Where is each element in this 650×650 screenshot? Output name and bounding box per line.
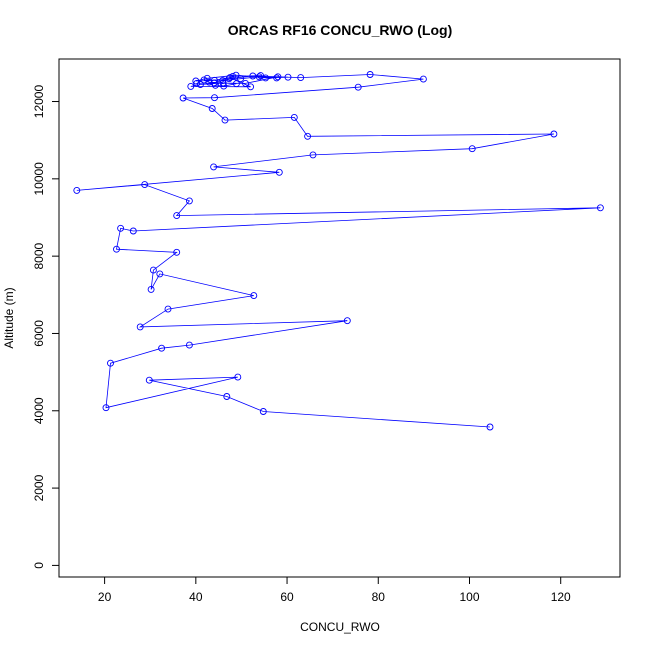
data-point — [173, 248, 181, 256]
data-point — [193, 79, 201, 87]
data-point — [149, 266, 157, 274]
data-point — [284, 73, 292, 81]
data-point — [259, 408, 267, 415]
data-point — [232, 80, 240, 88]
data-point — [304, 132, 312, 140]
data-point — [486, 423, 494, 431]
chart-title: ORCAS RF16 CONCU_RWO (Log) — [228, 22, 453, 38]
y-tick-label: 6000 — [32, 320, 46, 347]
data-point — [102, 404, 110, 412]
data-point — [219, 77, 227, 85]
data-point — [232, 71, 240, 79]
data-point — [354, 83, 362, 91]
data-point — [257, 72, 265, 80]
data-point — [419, 75, 427, 83]
data-point — [229, 72, 237, 80]
data-point — [107, 359, 114, 367]
y-tick-label: 8000 — [32, 242, 46, 269]
y-tick-label: 4000 — [32, 397, 46, 424]
data-point — [468, 145, 476, 153]
data-point — [156, 270, 164, 278]
data-point — [164, 305, 172, 313]
data-point — [179, 94, 187, 102]
data-point — [145, 376, 153, 384]
data-point — [221, 116, 229, 124]
x-axis-label: CONCU_RWO — [300, 620, 380, 634]
data-point — [274, 73, 282, 81]
data-point — [297, 74, 305, 82]
data-point — [211, 94, 218, 102]
data-point — [225, 75, 233, 83]
y-axis: 0 2000 4000 6000 8000 10000 12000 — [32, 85, 60, 569]
data-point — [185, 197, 193, 205]
data-point — [200, 76, 208, 84]
data-point — [273, 74, 281, 82]
data-point — [158, 344, 166, 352]
y-tick-label: 10000 — [32, 162, 46, 196]
data-point — [173, 212, 181, 220]
data-point — [219, 79, 227, 87]
data-point — [250, 292, 258, 300]
data-point — [113, 245, 120, 253]
data-point — [366, 71, 374, 78]
data-point — [234, 373, 242, 381]
data-point — [136, 323, 144, 331]
data-point — [309, 151, 317, 159]
data-point — [247, 83, 255, 91]
data-point — [210, 79, 218, 87]
x-tick-label: 20 — [98, 590, 112, 604]
data-point — [187, 82, 195, 90]
x-tick-label: 60 — [280, 590, 294, 604]
x-tick-label: 80 — [372, 590, 386, 604]
data-point — [223, 393, 231, 400]
data-point — [73, 186, 81, 194]
data-point — [255, 73, 263, 81]
data-point — [185, 341, 193, 349]
data-point — [129, 227, 137, 235]
data-point — [117, 224, 125, 232]
data-point — [237, 75, 244, 83]
data-point — [196, 81, 204, 88]
data-point — [596, 204, 604, 212]
data-point — [141, 181, 149, 189]
data-point — [208, 105, 216, 112]
x-tick-label: 120 — [551, 590, 571, 604]
x-axis: 20 40 60 80 100 120 — [98, 576, 571, 604]
x-tick-label: 100 — [459, 590, 479, 604]
data-point — [203, 74, 211, 82]
data-point — [290, 113, 298, 121]
data-point — [550, 130, 558, 138]
y-axis-label: Altitude (m) — [2, 287, 16, 348]
data-point — [249, 72, 257, 80]
y-tick-label: 0 — [32, 562, 46, 569]
data-point — [343, 317, 351, 325]
y-tick-label: 2000 — [32, 474, 46, 501]
data-point — [242, 79, 249, 87]
data-point — [147, 285, 155, 293]
data-series — [73, 71, 604, 431]
x-tick-label: 40 — [189, 590, 203, 604]
data-point — [275, 168, 283, 176]
y-tick-label: 12000 — [32, 85, 46, 119]
data-point — [210, 163, 218, 171]
